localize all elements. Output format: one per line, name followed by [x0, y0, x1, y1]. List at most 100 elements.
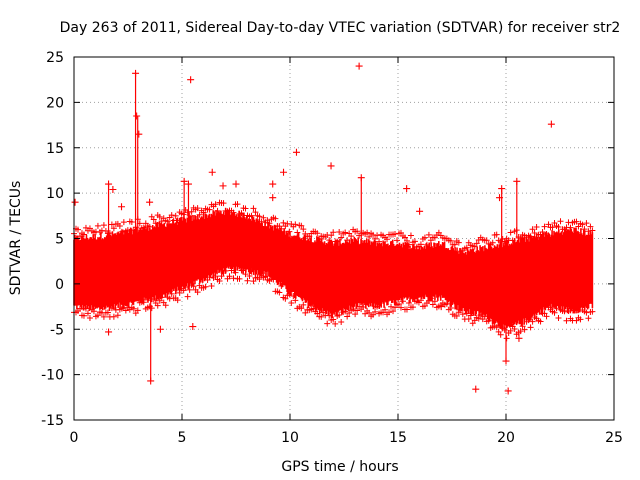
data-point	[477, 311, 484, 318]
data-point	[196, 211, 203, 218]
data-point	[493, 324, 500, 331]
data-point	[553, 305, 560, 312]
data-point	[222, 267, 229, 274]
data-point	[276, 289, 283, 296]
data-point-outlier	[496, 194, 504, 202]
data-point	[465, 315, 472, 322]
data-point	[150, 216, 157, 223]
data-point	[240, 267, 247, 274]
data-point	[395, 300, 402, 307]
data-point	[194, 205, 201, 212]
data-point	[238, 210, 245, 217]
data-point	[397, 304, 404, 311]
x-tick-label: 20	[497, 430, 515, 446]
data-point	[186, 212, 193, 219]
data-point	[318, 313, 325, 320]
data-layer	[71, 62, 596, 395]
data-point	[300, 226, 307, 233]
data-point	[501, 326, 508, 333]
x-tick-label: 5	[178, 430, 187, 446]
data-point	[212, 201, 219, 208]
data-point	[543, 313, 550, 320]
data-point	[174, 217, 181, 224]
data-point	[226, 273, 233, 280]
data-point	[531, 230, 538, 237]
data-point	[266, 220, 273, 227]
data-point	[366, 233, 373, 240]
data-point	[417, 297, 424, 304]
data-point	[242, 205, 249, 212]
data-point	[425, 231, 432, 238]
data-point	[563, 317, 570, 324]
data-point	[246, 273, 253, 280]
data-point	[405, 299, 412, 306]
data-point	[579, 221, 586, 228]
x-axis-label: GPS time / hours	[281, 459, 398, 475]
data-point	[118, 228, 125, 235]
data-point	[344, 313, 351, 320]
data-point	[344, 237, 351, 244]
data-point	[489, 239, 496, 246]
data-point-outlier	[437, 303, 445, 311]
data-point	[527, 324, 534, 331]
y-tick-label: -15	[41, 413, 64, 429]
data-point	[206, 206, 213, 213]
data-point	[208, 283, 215, 289]
data-point-outlier	[132, 69, 140, 77]
data-point	[152, 220, 159, 227]
chart-title: Day 263 of 2011, Sidereal Day-to-day VTE…	[60, 20, 621, 36]
data-point	[577, 316, 584, 323]
data-point	[116, 223, 123, 230]
data-point	[394, 237, 401, 244]
data-point	[427, 295, 434, 302]
y-tick-label: -5	[50, 322, 64, 338]
data-point	[292, 297, 299, 304]
data-point-outlier	[180, 177, 188, 185]
data-point	[260, 214, 267, 221]
data-point-outlier	[403, 185, 411, 193]
data-point	[326, 312, 333, 319]
data-point	[106, 230, 113, 237]
data-point	[80, 312, 87, 319]
data-point-outlier	[156, 325, 164, 333]
data-point	[338, 318, 345, 325]
data-point	[256, 276, 263, 283]
data-point	[336, 312, 343, 319]
data-point	[76, 305, 83, 312]
data-point	[332, 320, 339, 327]
data-point	[202, 283, 209, 290]
data-point	[354, 307, 361, 314]
data-point	[555, 315, 562, 321]
data-point	[242, 271, 249, 278]
data-point-outlier	[147, 377, 155, 385]
data-point	[290, 292, 297, 299]
data-point	[100, 222, 107, 229]
data-point-outlier	[355, 62, 363, 70]
data-point-outlier	[118, 203, 126, 211]
data-point	[168, 212, 175, 219]
data-point	[82, 305, 89, 312]
data-point	[392, 231, 399, 238]
data-point	[130, 305, 137, 312]
data-point-outlier	[184, 180, 192, 188]
data-point	[581, 226, 588, 233]
data-point	[517, 235, 524, 242]
y-tick-label: 15	[46, 141, 64, 157]
data-point	[473, 240, 480, 247]
data-point-outlier	[292, 148, 300, 156]
data-point	[565, 308, 572, 315]
data-point	[376, 238, 383, 245]
data-point	[350, 306, 357, 313]
data-point	[374, 232, 381, 239]
data-point	[537, 318, 544, 325]
data-point	[583, 220, 590, 227]
data-point	[573, 218, 580, 225]
data-point	[503, 335, 510, 342]
data-point	[443, 300, 450, 307]
data-point	[220, 200, 227, 207]
data-point	[248, 268, 255, 275]
data-point	[146, 223, 153, 230]
data-point	[298, 222, 305, 229]
axes: 0 5 10 15 20 25 -15 -10 -5 0 5 10 15 20 25	[41, 50, 623, 446]
data-point	[399, 298, 406, 305]
